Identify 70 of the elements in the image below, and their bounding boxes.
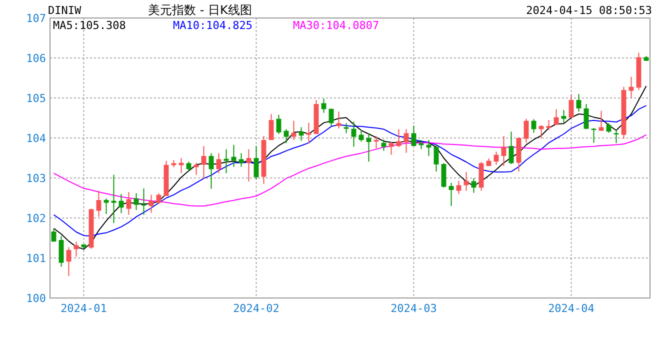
candlestick [126,192,132,216]
candlestick [598,110,604,132]
text: MA5:105.308 [53,19,126,32]
candlestick [546,120,552,130]
candlestick [201,146,206,180]
candlestick [96,190,102,218]
candlestick [344,122,349,134]
candlestick [321,98,326,114]
candlestick [366,132,372,162]
y-tick-label: 106 [26,52,46,65]
candlestick [254,146,259,180]
y-tick-label: 107 [26,12,46,25]
candlestick [388,142,394,156]
candlestick [508,131,514,164]
candlestick [238,152,244,168]
x-tick-label: 2024-01 [60,302,107,315]
candlestick [104,198,109,214]
candlestick [224,148,229,174]
x-tick-label: 2024-02 [233,302,280,315]
candlestick [411,125,416,146]
candlestick [276,114,282,134]
y-tick-label: 101 [26,252,46,265]
candlestick [246,148,252,182]
candlestick [284,128,289,144]
x-tick-label: 2024-04 [548,302,595,315]
candlestick [561,110,566,124]
candlestick [268,114,274,140]
candlestick [628,76,634,98]
candlestick [51,228,56,242]
candlestick [381,139,386,152]
candlestick [584,104,589,130]
candlestick [298,126,304,142]
text: 2024-04-15 08:50:53 [526,4,652,17]
candlestick [336,111,342,129]
candlestick [471,178,476,194]
candlestick [396,128,402,148]
candlestick [524,118,529,144]
candlestick [66,246,72,276]
candlestick [418,140,424,150]
y-tick-label: 105 [26,92,46,105]
candlestick [434,144,439,172]
candlestick [441,162,446,188]
text: MA10:104.825 [173,19,252,32]
candlestick [456,180,462,194]
candlestick [554,108,559,126]
y-tick-label: 102 [26,212,46,225]
candlestick [208,152,214,190]
candlestick [614,130,619,144]
candlestick [216,152,222,174]
chart-subtitle: DINIW [48,4,82,17]
candlestick [306,122,312,144]
candlestick [351,121,356,148]
candlestick [111,174,116,224]
y-tick-label: 100 [26,292,46,305]
candlestick [58,236,64,268]
candlestick [448,182,454,206]
candlestick [186,161,192,172]
candlestick [156,192,162,204]
text: MA30:104.0807 [293,19,380,32]
candlestick [231,144,236,168]
chart-title: 美元指数 - 日K线图 [148,3,252,17]
candlestick [576,94,582,112]
x-tick-label: 2024-03 [390,302,437,315]
candlestick [291,120,296,140]
candlestick [74,241,79,258]
candlestick [568,94,574,118]
y-tick-label: 103 [26,172,46,185]
candlestick [404,128,409,154]
candlestick [134,192,139,210]
y-tick-label: 104 [26,132,46,145]
